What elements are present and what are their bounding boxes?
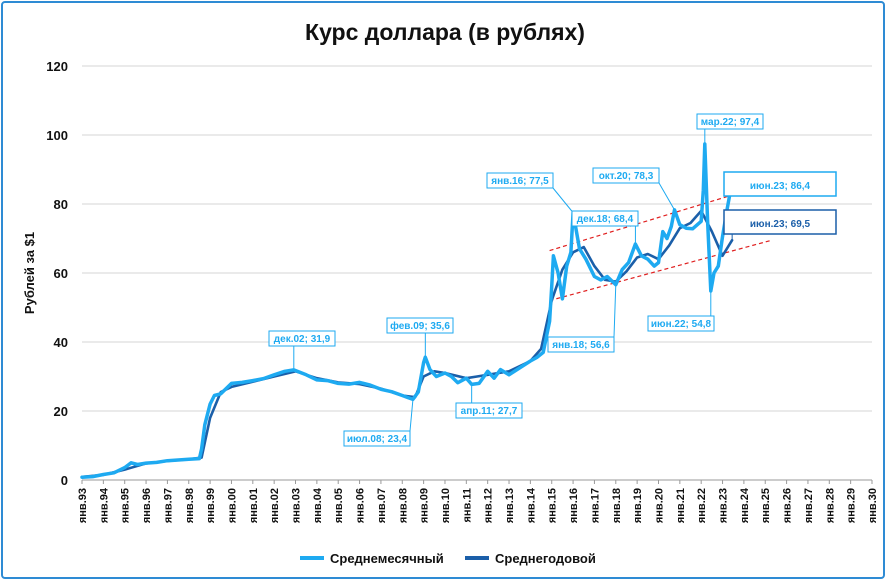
x-tick-label: янв.99 [205, 488, 217, 523]
chart-title: Курс доллара (в рублях) [305, 19, 585, 45]
y-tick-label: 100 [46, 128, 68, 143]
x-tick-label: янв.14 [525, 487, 537, 523]
annotation-label: дек.02; 31,9 [274, 334, 331, 345]
x-tick-label: янв.01 [248, 488, 260, 523]
x-tick-label: янв.12 [483, 488, 495, 523]
annotation-box [486, 172, 554, 189]
x-tick-label: янв.13 [504, 488, 516, 523]
series-annual-line [80, 209, 734, 479]
x-tick-label: янв.11 [461, 488, 473, 523]
annotations: дек.02; 31,9 июл.08; 23,4 фев.09; 35,6 апр.… [268, 113, 837, 447]
legend: Среднемесячный Среднегодовой [300, 551, 596, 566]
y-tick-label: 60 [54, 266, 68, 281]
y-tick-label: 0 [61, 473, 68, 488]
annotation-box [723, 171, 837, 197]
annotation-label: июн.23; 86,4 [750, 181, 811, 192]
x-tick-label: янв.09 [419, 488, 431, 523]
x-tick-label: янв.23 [718, 488, 730, 523]
annotation-box [268, 330, 336, 347]
series-lines [80, 142, 734, 479]
x-tick-label: янв.95 [120, 488, 132, 523]
x-tick-label: янв.17 [589, 488, 601, 523]
x-tick-label: янв.30 [867, 488, 879, 523]
annotation-label: апр.11; 27,7 [461, 406, 518, 417]
annotation-label: янв.16; 77,5 [491, 176, 549, 187]
x-tick-label: янв.18 [611, 488, 623, 523]
annotation-leader [552, 187, 574, 213]
x-tick-label: янв.04 [312, 487, 324, 523]
x-tick-label: янв.03 [291, 488, 303, 523]
x-tick-label: янв.06 [355, 488, 367, 523]
x-tick-label: янв.07 [376, 488, 388, 523]
annotation-leader [409, 399, 414, 432]
y-tick-label: 120 [46, 59, 68, 74]
annotation-box [592, 167, 660, 184]
annotation-label: июн.22; 54,8 [651, 319, 712, 330]
annotation-label: июл.08; 23,4 [347, 434, 408, 445]
x-tick-label: янв.98 [184, 488, 196, 523]
annotation-box [455, 402, 523, 419]
annotation-label: дек.18; 68,4 [577, 214, 634, 225]
x-tick-label: янв.20 [653, 488, 665, 523]
x-tick-label: янв.26 [782, 488, 794, 523]
x-tick-label: янв.19 [632, 488, 644, 523]
y-axis-title: Рублей за $1 [22, 232, 37, 314]
y-axis-ticks: 0 20 40 60 80 100 120 [46, 59, 68, 488]
x-tick-label: янв.02 [269, 488, 281, 523]
x-tick-label: янв.27 [803, 488, 815, 523]
x-tick-label: янв.00 [226, 488, 238, 523]
x-tick-label: янв.16 [568, 488, 580, 523]
x-tick-label: янв.10 [440, 488, 452, 523]
annotation-box [723, 209, 837, 235]
y-tick-label: 20 [54, 404, 68, 419]
x-tick-label: янв.15 [547, 488, 559, 523]
annotation-box [343, 430, 411, 447]
annotation-box [386, 317, 454, 334]
x-tick-label: янв.24 [739, 487, 751, 523]
x-tick-label: янв.94 [98, 487, 110, 523]
x-tick-label: янв.05 [333, 488, 345, 523]
x-tick-label: янв.08 [397, 488, 409, 523]
x-tick-label: янв.22 [696, 488, 708, 523]
annotation-leader [613, 284, 617, 338]
x-tick-label: янв.25 [760, 488, 772, 523]
legend-label-annual: Среднегодовой [495, 551, 596, 566]
y-tick-label: 40 [54, 335, 68, 350]
annotation-label: июн.23; 69,5 [750, 219, 811, 230]
legend-label-monthly: Среднемесячный [330, 551, 444, 566]
x-tick-label: янв.96 [141, 488, 153, 523]
annotation-leader [658, 182, 675, 211]
trend-lines [549, 189, 772, 302]
annotation-box [647, 315, 715, 332]
x-tick-label: янв.97 [162, 488, 174, 523]
annotation-box [547, 336, 615, 353]
annotation-box [571, 210, 639, 227]
annotation-box [696, 113, 764, 130]
trend-line [549, 239, 772, 302]
annotation-label: фев.09; 35,6 [390, 320, 450, 332]
x-axis-ticks: янв.93 янв.94 янв.95 янв.96 янв.97 янв.98 янв.… [77, 480, 879, 523]
x-tick-label: янв.28 [824, 488, 836, 523]
x-tick-label: янв.21 [675, 488, 687, 523]
x-tick-label: янв.93 [77, 488, 89, 523]
annotation-label: окт.20; 78,3 [599, 171, 654, 182]
annotation-label: янв.18; 56,6 [552, 340, 610, 351]
series-monthly-line [80, 142, 734, 479]
x-tick-label: янв.29 [846, 488, 858, 523]
y-tick-label: 80 [54, 197, 68, 212]
annotation-label: мар.22; 97,4 [701, 117, 760, 128]
